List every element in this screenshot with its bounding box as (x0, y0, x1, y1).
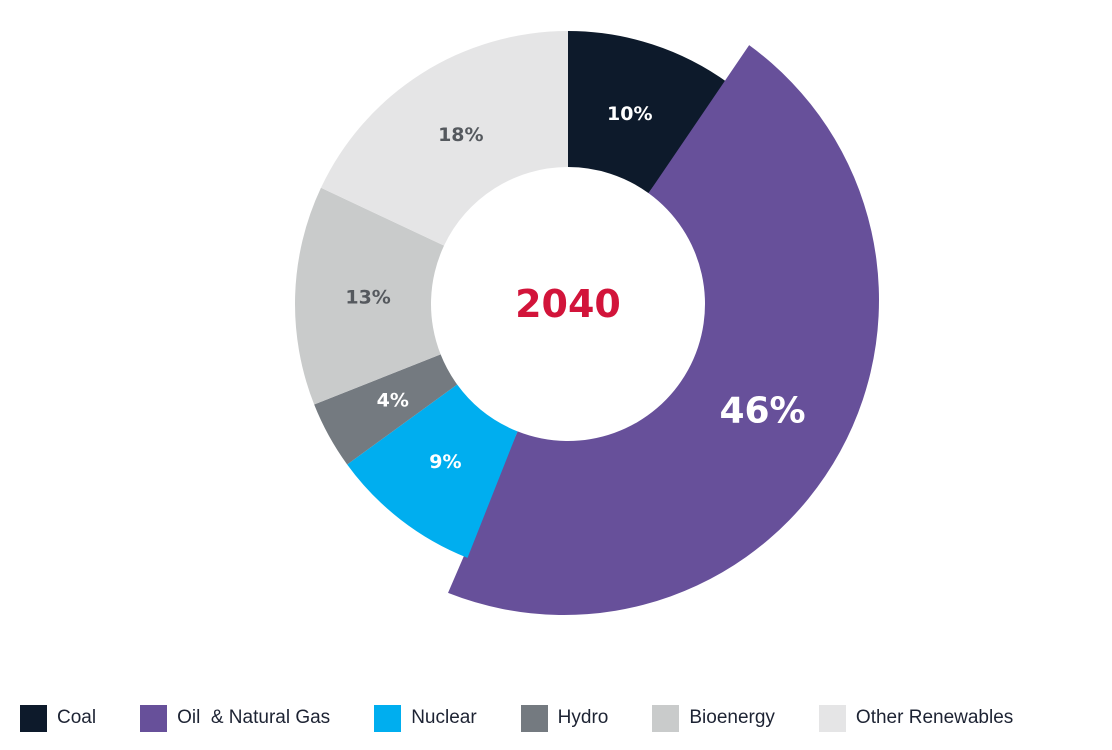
slice-hydro (314, 354, 458, 465)
legend-swatch (520, 704, 548, 732)
slice-other-renewables (320, 31, 568, 246)
donut-slices (294, 31, 879, 615)
legend-item-nuclear: Nuclear (374, 704, 477, 732)
slice-value-label-other-renewables: 18% (438, 124, 483, 146)
legend-item-hydro: Hydro (520, 704, 609, 732)
slice-value-label-oil-and-natural-gas: 46% (719, 390, 805, 431)
chart-legend: Coal Oil & Natural Gas Nuclear Hydro Bioener… (20, 703, 1013, 733)
slice-value-label-nuclear: 9% (429, 451, 461, 473)
slice-coal (568, 31, 729, 194)
legend-swatch (818, 704, 846, 732)
slice-value-label-coal: 10% (607, 103, 652, 125)
legend-swatch (140, 704, 168, 732)
legend-swatch (20, 704, 47, 732)
legend-label: Coal (57, 707, 97, 728)
legend-swatch (652, 704, 680, 732)
legend-label: Bioenergy (689, 707, 775, 728)
legend-label: Oil & Natural Gas (177, 707, 331, 728)
legend-label: Hydro (557, 707, 609, 728)
slice-oil-and-natural-gas (448, 45, 879, 615)
legend-item-bioenergy: Bioenergy (652, 704, 775, 732)
legend-item-other-renewables: Other Renewables (818, 704, 1014, 732)
slice-nuclear (347, 384, 518, 558)
center-year-label: 2040 (515, 282, 621, 326)
legend-label: Nuclear (411, 707, 477, 728)
legend-item-coal: Coal (20, 704, 97, 732)
slice-value-label-bioenergy: 13% (345, 287, 390, 309)
donut-chart: 10% 46% 9% 4% 13% 18% 2040 (294, 31, 879, 615)
slice-bioenergy (294, 187, 445, 405)
legend-item-oil-and-natural-gas: Oil & Natural Gas (140, 704, 331, 732)
legend-swatch (374, 704, 402, 732)
legend-label: Other Renewables (855, 707, 1014, 728)
slice-labels: 10% 46% 9% 4% 13% 18% (345, 103, 805, 473)
slice-value-label-hydro: 4% (377, 389, 409, 411)
